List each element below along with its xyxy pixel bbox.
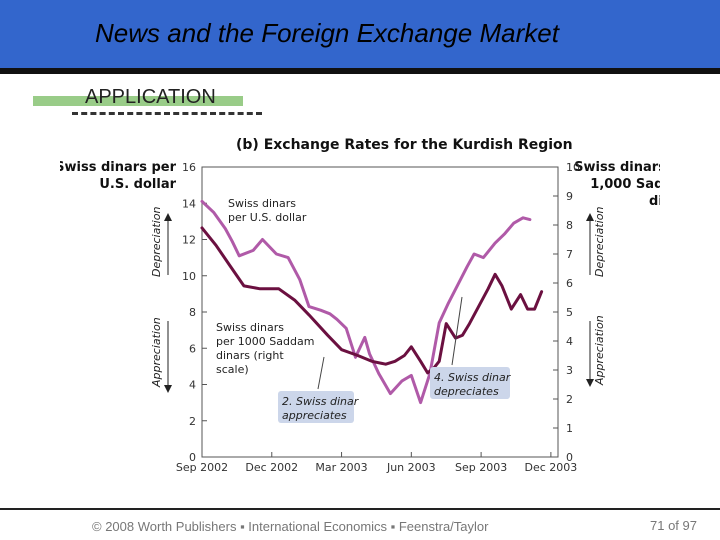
right-axis-label-line3: dinars [649, 194, 660, 209]
right-tick-label: 0 [566, 451, 573, 464]
annotation-4-pointer [451, 296, 463, 366]
title-bar: News and the Foreign Exchange Market [0, 0, 720, 68]
right-tick-label: 5 [566, 306, 573, 319]
right-tick-label: 7 [566, 248, 573, 261]
left-tick-label: 16 [182, 161, 196, 174]
x-tick-label: Sep 2003 [455, 461, 507, 474]
series-layer [200, 199, 544, 405]
annotation-2-pointer [317, 356, 325, 390]
left-tick-label: 12 [182, 234, 196, 247]
right-tick-label: 2 [566, 393, 573, 406]
footer-credit: © 2008 Worth Publishers ▪ International … [92, 519, 489, 534]
left-axis-label-line1: Swiss dinars per [60, 160, 177, 175]
series-saddam-label-line2: per 1000 Saddam [216, 335, 314, 348]
right-tick-label: 10 [566, 161, 580, 174]
left-tick-label: 2 [189, 415, 196, 428]
x-tick-label: Dec 2002 [245, 461, 298, 474]
x-axis-ticks: Sep 2002 Dec 2002 Mar 2003 Jun 2003 Sep 2003… [176, 452, 577, 474]
chart-title: (b) Exchange Rates for the Kurdish Regio… [236, 137, 573, 153]
left-appreciation-label: Appreciation [150, 317, 163, 388]
annotation-4-line1: 4. Swiss dinar [434, 371, 512, 384]
left-direction-arrows: Depreciation Appreciation [150, 207, 172, 393]
series-usd-label-line2: per U.S. dollar [228, 211, 307, 224]
annotation-2-line1: 2. Swiss dinar [282, 395, 360, 408]
right-depreciation-label: Depreciation [593, 207, 606, 277]
x-tick-label: Mar 2003 [315, 461, 367, 474]
annotation-4-box [430, 367, 510, 399]
left-axis-ticks: 0 2 4 6 8 10 12 14 16 [182, 161, 207, 464]
right-tick-label: 9 [566, 190, 573, 203]
section-dashed-rule [72, 112, 262, 115]
right-tick-label: 8 [566, 219, 573, 232]
x-tick-label: Dec 2003 [524, 461, 577, 474]
x-tick-label: Sep 2002 [176, 461, 228, 474]
annotation-4-line2: depreciates [434, 385, 499, 398]
right-axis-label-line2: 1,000 Saddam [590, 177, 660, 192]
annotation-2-line2: appreciates [282, 409, 347, 422]
series-usd-label-line1: Swiss dinars [228, 197, 296, 210]
right-direction-arrows: Depreciation Appreciation [586, 207, 606, 387]
exchange-rate-chart: (b) Exchange Rates for the Kurdish Regio… [60, 137, 660, 474]
series-saddam-line [200, 226, 544, 375]
page-number: 71 of 97 [650, 518, 697, 533]
right-tick-label: 3 [566, 364, 573, 377]
right-tick-label: 1 [566, 422, 573, 435]
slide-title: News and the Foreign Exchange Market [95, 18, 559, 48]
title-divider [0, 68, 720, 74]
footer-divider [0, 508, 720, 510]
right-axis-label-line1: Swiss dinars per [574, 160, 660, 175]
left-tick-label: 0 [189, 451, 196, 464]
annotation-2-box [278, 391, 354, 423]
section-highlight-bar [33, 96, 243, 106]
series-usd-line [200, 199, 532, 405]
left-tick-label: 6 [189, 342, 196, 355]
section-label: APPLICATION [85, 86, 216, 108]
x-tick-label: Jun 2003 [386, 461, 436, 474]
left-tick-label: 8 [189, 306, 196, 319]
right-axis-ticks: 0 1 2 3 4 5 6 7 8 9 10 [553, 161, 580, 464]
left-tick-label: 4 [189, 379, 196, 392]
left-tick-label: 10 [182, 270, 196, 283]
series-saddam-label-line3: dinars (right [216, 349, 284, 362]
left-axis-label-line2: U.S. dollar [99, 177, 176, 192]
series-saddam-label-line4: scale) [216, 363, 249, 376]
right-tick-label: 4 [566, 335, 573, 348]
left-tick-label: 14 [182, 197, 196, 210]
series-saddam-label-line1: Swiss dinars [216, 321, 284, 334]
right-tick-label: 6 [566, 277, 573, 290]
right-appreciation-label: Appreciation [593, 315, 606, 386]
left-depreciation-label: Depreciation [150, 207, 163, 277]
